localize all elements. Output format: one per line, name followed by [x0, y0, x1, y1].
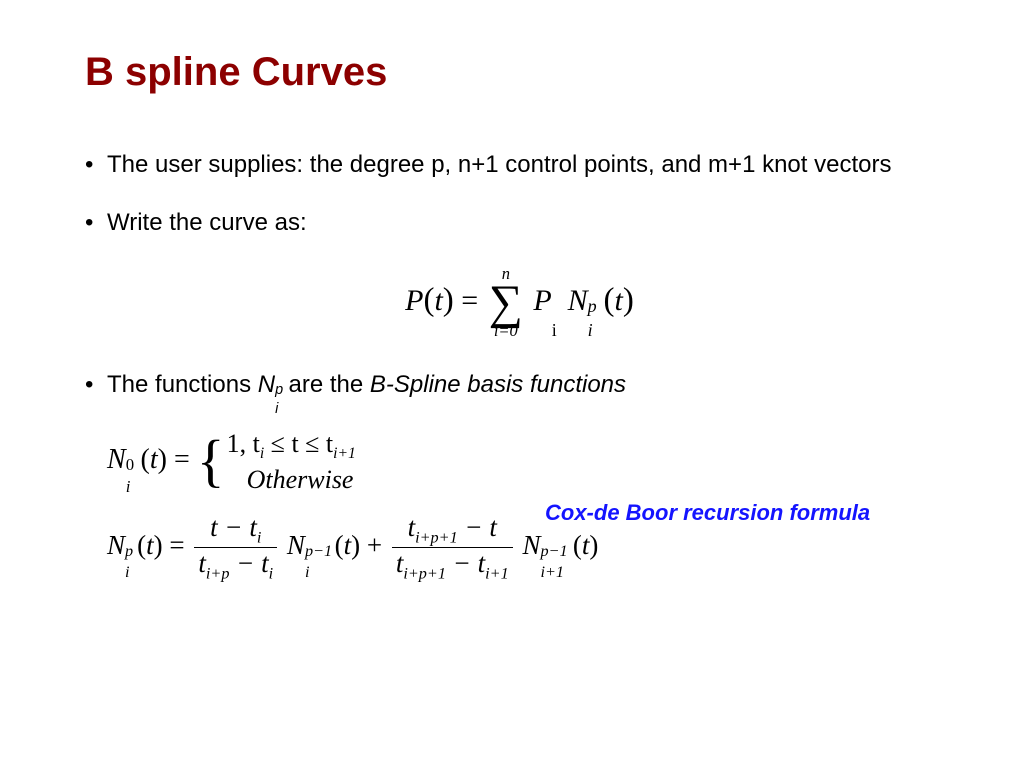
slide-title: B spline Curves [85, 50, 954, 95]
sym-equals: = [461, 284, 478, 317]
sym-Pi: P [533, 284, 551, 317]
case-2: Otherwise [227, 464, 356, 495]
bullet-1: The user supplies: the degree p, n+1 con… [85, 150, 954, 180]
sum-lower: i=0 [489, 323, 523, 340]
bullet-list: The user supplies: the degree p, n+1 con… [85, 150, 954, 238]
sym-N: N [568, 284, 588, 317]
piecewise-icon: { 1, ti ≤ t ≤ ti+1 Otherwise [197, 428, 356, 495]
bullet-list-2: The functions Npi are the B-Spline basis… [85, 370, 954, 400]
slide: B spline Curves The user supplies: the d… [0, 0, 1024, 768]
cox-de-boor-label: Cox-de Boor recursion formula [545, 500, 870, 526]
sym-t: t [434, 284, 442, 317]
equation-curve-definition: P(t) = n ∑ i=0 Pi Npi (t) [85, 266, 954, 340]
bullet-3: The functions Npi are the B-Spline basis… [85, 370, 954, 400]
fraction-1: t − ti ti+p − ti [194, 513, 277, 583]
case-1: 1, ti ≤ t ≤ ti+1 [227, 428, 356, 464]
sym-P: P [405, 284, 423, 317]
equation-base-case: N0i (t) = { 1, ti ≤ t ≤ ti+1 Otherwise [107, 428, 954, 495]
fraction-2: ti+p+1 − t ti+p+1 − ti+1 [392, 513, 513, 583]
sum-icon: n ∑ i=0 [489, 266, 523, 340]
bullet-2: Write the curve as: [85, 208, 954, 238]
